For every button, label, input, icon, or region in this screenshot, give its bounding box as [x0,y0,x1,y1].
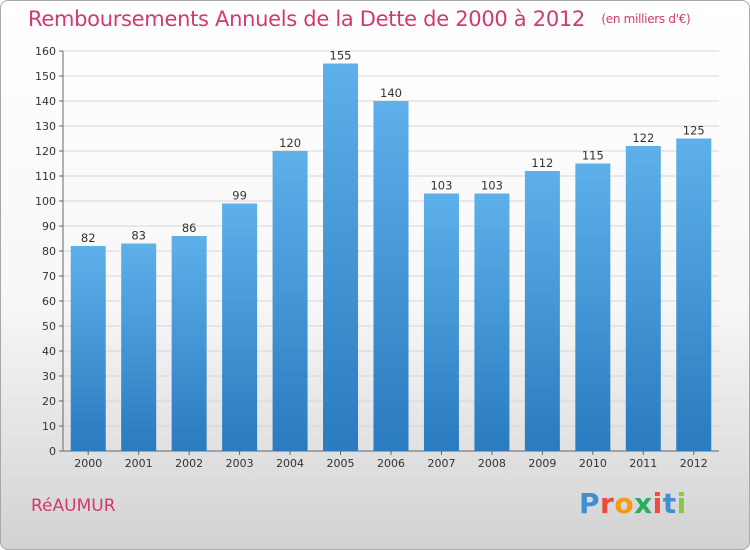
y-tick-label: 140 [35,95,56,108]
chart-title-text: Remboursements Annuels de la Dette de 20… [28,7,585,31]
x-tick-label-2006: 2006 [377,457,405,470]
bar-2009 [524,171,560,451]
y-tick-label: 0 [49,445,56,458]
data-label-2004: 120 [279,136,301,150]
data-label-2010: 115 [582,149,604,163]
proxiti-logo: Proxiti [579,487,687,520]
bar-2003 [222,203,258,451]
logo-letter: x [634,487,653,520]
x-tick-label-2011: 2011 [629,457,657,470]
x-tick-label-2005: 2005 [327,457,355,470]
y-tick-label: 160 [35,45,56,58]
axes: 0 10 20 30 40 50 60 70 80 90 100 110 120 130 140 150 160… [35,45,719,470]
logo-letter: i [652,487,663,520]
commune-name: RéAUMUR [31,496,116,516]
data-label-2006: 140 [380,86,402,100]
bar-2001 [121,243,157,451]
y-tick-label: 80 [42,245,56,258]
x-tick-label-2001: 2001 [125,457,153,470]
bar-2008 [474,193,510,451]
y-tick-label: 50 [42,320,56,333]
bar-2011 [625,146,661,451]
y-tick-label: 110 [35,170,56,183]
x-tick-label-2012: 2012 [680,457,708,470]
logo-letter: i [676,487,687,520]
y-tick-label: 70 [42,270,56,283]
y-tick-label: 100 [35,195,56,208]
y-tick-label: 10 [42,420,56,433]
bar-2000 [70,246,106,451]
y-tick-label: 30 [42,370,56,383]
data-label-2009: 112 [531,156,553,170]
logo-letter: P [579,487,601,520]
data-label-2005: 155 [330,49,352,63]
bar-2004 [272,151,308,451]
data-label-2001: 83 [131,229,146,243]
y-tick-label: 40 [42,345,56,358]
x-tick-label-2003: 2003 [226,457,254,470]
chart-subtitle: (en milliers d'€) [601,12,691,26]
bar-2010 [575,163,611,451]
data-labels: 82 83 86 99 120 155 140 103 103 112 115 122 125 [81,49,705,246]
y-tick-label: 150 [35,70,56,83]
bar-2002 [171,236,207,451]
data-label-2002: 86 [182,221,197,235]
x-tick-label-2009: 2009 [528,457,556,470]
bar-2012 [676,138,712,451]
bar-2007 [423,193,459,451]
logo-letter: o [614,487,635,520]
data-label-2007: 103 [430,179,452,193]
x-tick-label-2010: 2010 [579,457,607,470]
x-tick-label-2007: 2007 [427,457,455,470]
y-tick-label: 90 [42,220,56,233]
y-tick-label: 60 [42,295,56,308]
x-tick-label-2008: 2008 [478,457,506,470]
data-label-2008: 103 [481,179,503,193]
y-tick-label: 20 [42,395,56,408]
bars [70,63,712,451]
x-tick-label-2004: 2004 [276,457,304,470]
y-tick-label: 130 [35,120,56,133]
x-tick-label-2002: 2002 [175,457,203,470]
data-label-2000: 82 [81,231,96,245]
data-label-2003: 99 [232,189,247,203]
bar-2006 [373,101,409,451]
y-tick-label: 120 [35,145,56,158]
x-tick-label-2000: 2000 [74,457,102,470]
chart-title: Remboursements Annuels de la Dette de 20… [28,7,691,31]
bar-2005 [323,63,359,451]
logo-letter: r [600,487,615,520]
logo-letter: t [662,487,677,520]
data-label-2012: 125 [683,124,705,138]
data-label-2011: 122 [632,131,654,145]
